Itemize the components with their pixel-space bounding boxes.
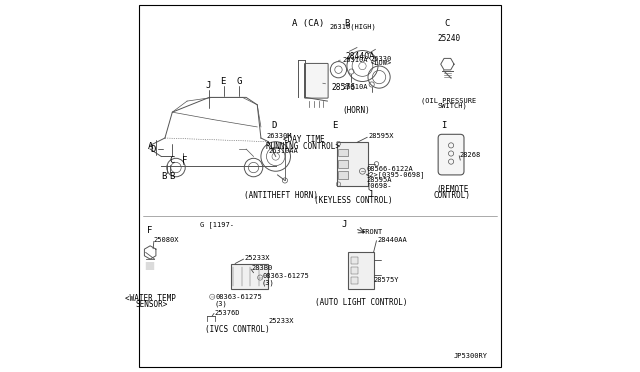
Text: F: F	[147, 226, 153, 235]
Text: JP5300RY: JP5300RY	[454, 353, 488, 359]
Text: CONTROL): CONTROL)	[434, 191, 470, 200]
Text: G [1197-: G [1197-	[200, 221, 234, 228]
Text: J: J	[367, 190, 373, 199]
Text: (3): (3)	[262, 280, 275, 286]
Text: <LOW>: <LOW>	[371, 60, 392, 67]
Text: B: B	[169, 171, 174, 180]
Text: 25233X: 25233X	[244, 255, 270, 261]
Text: D: D	[150, 145, 156, 154]
Text: <DAY TIME: <DAY TIME	[283, 135, 324, 144]
Text: 26310A: 26310A	[343, 84, 369, 90]
Text: 26310AA: 26310AA	[268, 148, 298, 154]
Text: (REMOTE: (REMOTE	[436, 185, 468, 194]
Text: RUNNING CONTROL>: RUNNING CONTROL>	[266, 142, 340, 151]
Text: (KEYLESS CONTROL): (KEYLESS CONTROL)	[314, 196, 392, 205]
Bar	[339, 149, 348, 157]
Text: [0698-: [0698-	[366, 183, 392, 189]
Text: D: D	[271, 121, 276, 129]
Text: 25080X: 25080X	[154, 237, 179, 243]
FancyBboxPatch shape	[337, 142, 368, 186]
Text: C: C	[445, 19, 450, 28]
Text: I: I	[441, 121, 446, 129]
Text: 28440AA: 28440AA	[377, 237, 407, 243]
Text: 26310A: 26310A	[342, 57, 367, 64]
Text: (AUTO LIGHT CONTROL): (AUTO LIGHT CONTROL)	[315, 298, 408, 307]
Text: 28575Y: 28575Y	[374, 277, 399, 283]
FancyBboxPatch shape	[232, 263, 268, 289]
Text: B: B	[161, 171, 167, 180]
Text: B: B	[344, 19, 349, 28]
Text: 08363-61275: 08363-61275	[263, 273, 310, 279]
Text: (OIL PRESSURE: (OIL PRESSURE	[421, 98, 476, 104]
Text: 08566-6122A: 08566-6122A	[366, 166, 413, 172]
Text: 28440A: 28440A	[339, 52, 375, 61]
Text: 26310(HIGH): 26310(HIGH)	[330, 24, 376, 31]
FancyBboxPatch shape	[348, 253, 374, 289]
Text: (HORN): (HORN)	[342, 106, 370, 115]
Text: FRONT: FRONT	[361, 229, 382, 235]
Text: 28595A: 28595A	[366, 177, 392, 183]
Bar	[339, 160, 348, 167]
Text: J: J	[205, 81, 211, 90]
Text: SENSOR>: SENSOR>	[135, 300, 168, 309]
Text: (3): (3)	[214, 300, 227, 307]
Text: <2>[0395-0698]: <2>[0395-0698]	[366, 171, 426, 178]
Text: J: J	[341, 220, 347, 229]
Bar	[339, 171, 348, 179]
Text: (IVCS CONTROL): (IVCS CONTROL)	[205, 326, 269, 334]
Text: SWITCH): SWITCH)	[437, 102, 467, 109]
Text: 25240: 25240	[438, 34, 461, 43]
Bar	[351, 267, 358, 274]
Text: 28595X: 28595X	[368, 133, 394, 139]
Text: C: C	[170, 155, 175, 165]
Text: 28268: 28268	[460, 152, 481, 158]
Text: (ANTITHEFT HORN): (ANTITHEFT HORN)	[244, 191, 318, 200]
Text: A (CA): A (CA)	[292, 19, 324, 28]
Bar	[351, 277, 358, 284]
Text: 25376D: 25376D	[215, 310, 240, 316]
Text: G: G	[237, 77, 242, 86]
Text: F: F	[182, 155, 187, 165]
Text: 26330M: 26330M	[266, 133, 292, 139]
Text: 08363-61275: 08363-61275	[216, 294, 262, 300]
FancyBboxPatch shape	[305, 63, 328, 98]
Text: 28576: 28576	[323, 83, 355, 92]
FancyBboxPatch shape	[438, 134, 464, 175]
Text: E: E	[332, 121, 337, 129]
Text: E: E	[221, 77, 226, 86]
Text: <WATER TEMP: <WATER TEMP	[125, 294, 175, 303]
Bar	[351, 257, 358, 264]
Text: 283B0: 283B0	[252, 265, 273, 271]
Text: A: A	[148, 142, 153, 151]
Text: 26330: 26330	[371, 56, 392, 62]
Text: 25233X: 25233X	[268, 318, 294, 324]
